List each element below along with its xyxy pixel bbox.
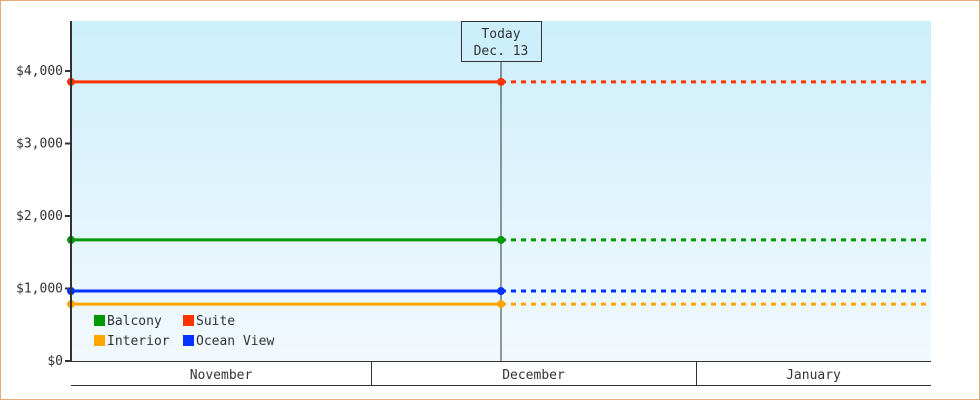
legend-swatch (183, 315, 194, 326)
data-point (497, 287, 505, 296)
legend-swatch (94, 315, 105, 326)
x-category-label: November (190, 368, 253, 383)
legend-label: Interior (107, 334, 170, 349)
x-category-label: January (786, 368, 841, 383)
legend-label: Ocean View (196, 334, 274, 349)
data-point (497, 235, 505, 244)
legend-swatch (183, 335, 194, 346)
legend-swatch (94, 335, 105, 346)
y-tick-label: $0 (47, 354, 63, 369)
today-label-box (461, 21, 542, 62)
today-label-line2: Dec. 13 (474, 44, 529, 59)
today-label-line1: Today (481, 27, 520, 42)
y-tick-label: $1,000 (16, 282, 63, 297)
x-category-label: December (502, 368, 565, 383)
y-tick-label: $3,000 (16, 137, 63, 152)
y-tick-label: $2,000 (16, 209, 63, 224)
data-point (497, 77, 505, 86)
data-point (497, 300, 505, 309)
legend-label: Suite (196, 314, 235, 329)
y-tick-label: $4,000 (16, 64, 63, 79)
legend-label: Balcony (107, 314, 162, 329)
